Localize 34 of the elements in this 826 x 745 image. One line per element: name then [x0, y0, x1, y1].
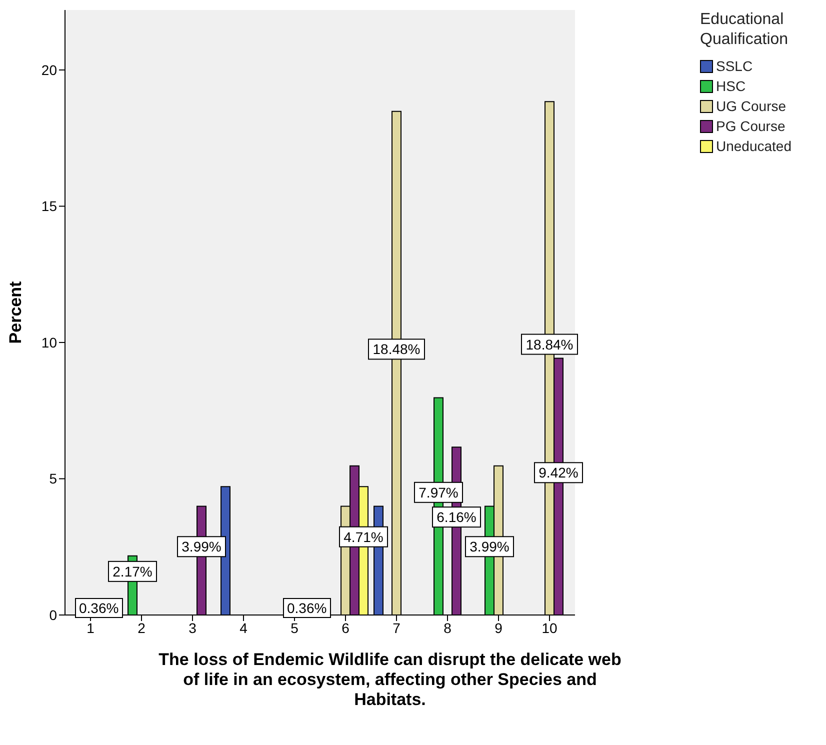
x-tick-label: 9	[494, 620, 503, 636]
x-axis-title: The loss of Endemic Wildlife can disrupt the delicate web of life in an ecosystem, affecting other Species and Habitats.	[158, 650, 622, 710]
data-label: 3.99%	[182, 538, 222, 555]
y-tick-label: 20	[41, 62, 58, 78]
legend-label: HSC	[716, 78, 746, 94]
annotation: 0.36%	[75, 598, 123, 618]
x-tick-label: 1	[86, 620, 95, 636]
x-tick-label: 3	[188, 620, 197, 636]
data-label: 9.42%	[538, 464, 578, 481]
y-tick-label: 0	[49, 606, 58, 623]
x-tick-label: 10	[542, 620, 558, 636]
x-tick-label: 6	[342, 620, 350, 636]
y-tick-label: 5	[49, 470, 58, 487]
annotation: 0.36%	[283, 598, 331, 618]
y-tick-label: 15	[41, 198, 58, 214]
data-label: 3.99%	[470, 538, 510, 555]
legend-label: PG Course	[716, 118, 786, 134]
legend-label: Uneducated	[716, 138, 792, 154]
data-label: 6.16%	[436, 509, 476, 526]
legend-label: SSLC	[716, 58, 753, 74]
data-label: 18.84%	[526, 336, 574, 352]
data-label: 7.97%	[418, 484, 458, 500]
data-label: 2.17%	[112, 563, 152, 580]
y-axis-title: Percent	[6, 280, 26, 344]
y-tick-label: 10	[41, 334, 58, 350]
x-tick-label: 2	[138, 620, 146, 636]
x-tick-label: 7	[392, 620, 401, 636]
legend-title: Educational Qualification	[700, 10, 790, 50]
x-tick-label: 4	[240, 620, 248, 636]
data-label: 18.48%	[372, 341, 420, 358]
x-tick-label: 8	[444, 620, 452, 636]
x-tick-label: 5	[290, 620, 299, 636]
data-label: 4.71%	[344, 528, 384, 545]
legend-label: UG Course	[716, 98, 786, 114]
